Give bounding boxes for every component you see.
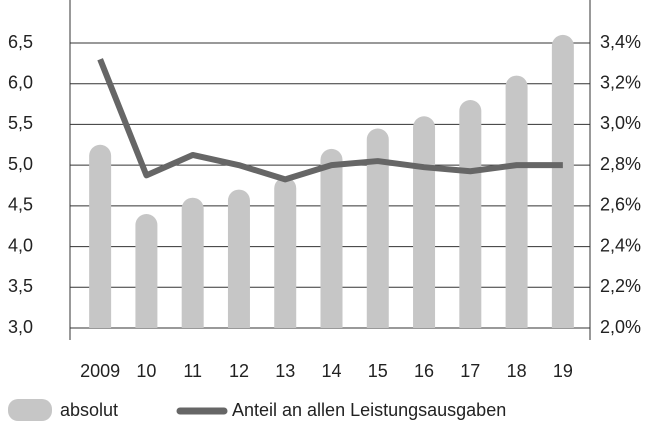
bar <box>274 177 297 328</box>
x-tick-label: 10 <box>136 361 156 381</box>
y2-tick-label: 3,2% <box>600 72 641 92</box>
x-tick-label: 17 <box>460 361 480 381</box>
x-tick-label: 15 <box>368 361 388 381</box>
legend-label: Anteil an allen Leistungsausgaben <box>232 400 506 420</box>
bar <box>551 34 574 328</box>
y-tick-label: 3,0 <box>8 317 33 337</box>
bar <box>459 100 482 328</box>
y-tick-label: 5,0 <box>8 154 33 174</box>
bar <box>413 116 436 328</box>
bar <box>366 128 389 328</box>
y2-tick-label: 2,8% <box>600 154 641 174</box>
x-tick-label: 13 <box>275 361 295 381</box>
bar <box>320 148 343 328</box>
bar <box>135 214 158 328</box>
y-tick-label: 6,0 <box>8 72 33 92</box>
y2-tick-label: 3,0% <box>600 113 641 133</box>
x-tick-label: 16 <box>414 361 434 381</box>
x-tick-label: 18 <box>507 361 527 381</box>
legend-swatch <box>8 399 52 421</box>
x-tick-label: 2009 <box>80 361 120 381</box>
bar <box>227 189 250 328</box>
bar <box>89 144 112 328</box>
y-tick-label: 4,5 <box>8 195 33 215</box>
x-tick-label: 11 <box>183 361 202 381</box>
y2-tick-label: 2,4% <box>600 235 641 255</box>
y-tick-label: 4,0 <box>8 235 33 255</box>
line <box>97 58 563 183</box>
x-tick-label: 19 <box>553 361 573 381</box>
y2-tick-label: 3,4% <box>600 32 641 52</box>
y-tick-label: 3,5 <box>8 276 33 296</box>
x-tick-label: 12 <box>229 361 249 381</box>
y2-tick-label: 2,6% <box>600 195 641 215</box>
y-tick-label: 6,5 <box>8 32 33 52</box>
bar <box>505 75 528 328</box>
bar <box>181 197 204 328</box>
y2-tick-label: 2,0% <box>600 317 641 337</box>
legend-label: absolut <box>60 400 118 420</box>
y2-tick-label: 2,2% <box>600 276 641 296</box>
y-tick-label: 5,5 <box>8 113 33 133</box>
x-tick-label: 14 <box>321 361 341 381</box>
